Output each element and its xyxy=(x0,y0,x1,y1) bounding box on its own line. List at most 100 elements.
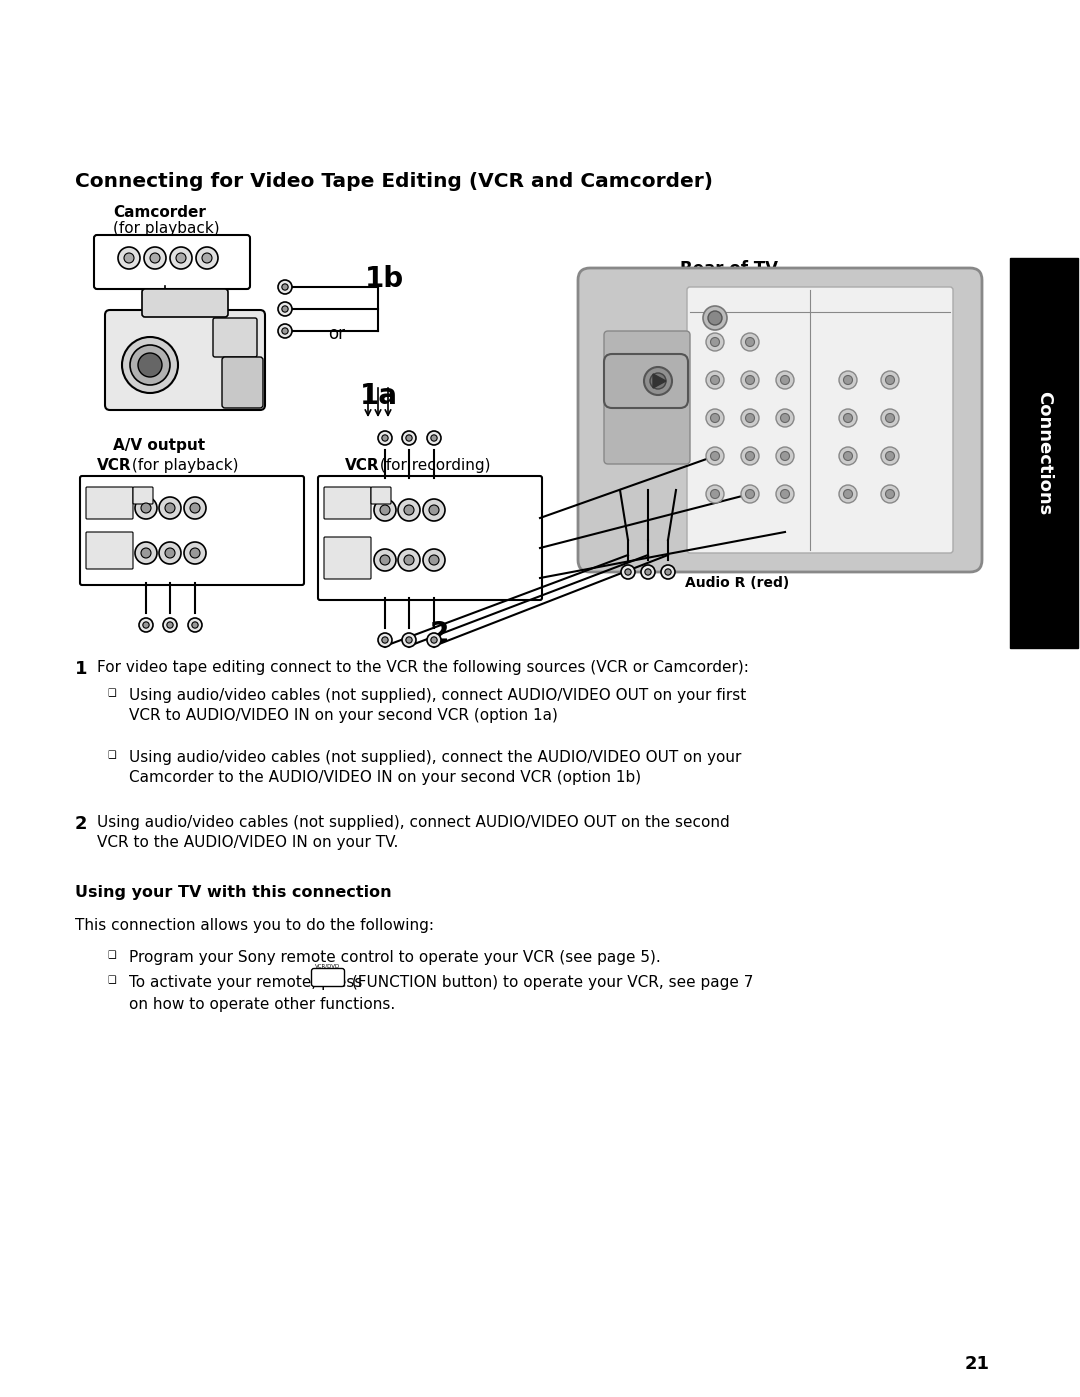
Circle shape xyxy=(135,542,157,564)
Text: Audio L (white): Audio L (white) xyxy=(685,557,805,571)
Circle shape xyxy=(711,489,719,499)
Circle shape xyxy=(159,497,181,520)
Circle shape xyxy=(399,499,420,521)
Text: LINE
OUT: LINE OUT xyxy=(327,552,338,563)
Circle shape xyxy=(406,637,413,643)
Text: LINE
OUT: LINE OUT xyxy=(89,546,100,557)
Circle shape xyxy=(708,312,723,326)
Text: R AUDIO  L/MONO  VIDEO  S VIDEO: R AUDIO L/MONO VIDEO S VIDEO xyxy=(109,271,200,277)
Text: LINE
IN: LINE IN xyxy=(135,489,144,497)
Circle shape xyxy=(139,617,153,631)
Text: VIDEO IN: VIDEO IN xyxy=(696,295,719,300)
Circle shape xyxy=(159,542,181,564)
Circle shape xyxy=(711,338,719,346)
Circle shape xyxy=(741,485,759,503)
Text: Using audio/video cables (not supplied), connect AUDIO/VIDEO OUT on your first
V: Using audio/video cables (not supplied),… xyxy=(129,687,746,722)
Circle shape xyxy=(122,337,178,393)
Circle shape xyxy=(431,637,437,643)
Circle shape xyxy=(745,489,755,499)
Text: VCR: VCR xyxy=(97,458,132,474)
Circle shape xyxy=(184,542,206,564)
Text: This connection allows you to do the following:: This connection allows you to do the fol… xyxy=(75,918,434,933)
Circle shape xyxy=(423,549,445,571)
Circle shape xyxy=(839,372,858,388)
FancyBboxPatch shape xyxy=(324,488,372,520)
Circle shape xyxy=(665,569,671,576)
Text: 2: 2 xyxy=(728,305,731,310)
Circle shape xyxy=(777,372,794,388)
Circle shape xyxy=(429,555,438,564)
Text: LINE
IN: LINE IN xyxy=(373,489,382,497)
Text: 21: 21 xyxy=(966,1355,990,1373)
FancyBboxPatch shape xyxy=(141,289,228,317)
Text: Using audio/video cables (not supplied), connect the AUDIO/VIDEO OUT on your
Cam: Using audio/video cables (not supplied),… xyxy=(129,750,741,785)
Polygon shape xyxy=(653,374,666,388)
Circle shape xyxy=(777,447,794,465)
Circle shape xyxy=(839,485,858,503)
Circle shape xyxy=(625,569,631,576)
Text: IN: IN xyxy=(89,497,94,502)
Text: AUDIO R AUDIO L  VIDEO: AUDIO R AUDIO L VIDEO xyxy=(137,483,205,489)
Text: Connecting for Video Tape Editing (VCR and Camcorder): Connecting for Video Tape Editing (VCR a… xyxy=(75,172,713,191)
Circle shape xyxy=(141,548,151,557)
Circle shape xyxy=(703,306,727,330)
Text: (FUNCTION button) to operate your VCR, see page 7: (FUNCTION button) to operate your VCR, s… xyxy=(347,975,754,990)
Circle shape xyxy=(706,372,724,388)
Circle shape xyxy=(378,633,392,647)
Circle shape xyxy=(745,414,755,422)
Circle shape xyxy=(843,489,852,499)
Circle shape xyxy=(644,367,672,395)
Text: 1: 1 xyxy=(696,351,699,355)
Text: ❑: ❑ xyxy=(107,750,116,760)
Circle shape xyxy=(190,548,200,557)
Circle shape xyxy=(777,485,794,503)
Text: 1b: 1b xyxy=(365,265,404,293)
Text: ❑: ❑ xyxy=(107,975,116,985)
Text: Audio R (red): Audio R (red) xyxy=(685,576,789,590)
Circle shape xyxy=(402,633,416,647)
FancyBboxPatch shape xyxy=(86,488,133,520)
Circle shape xyxy=(843,414,852,422)
Text: A/V output: A/V output xyxy=(113,439,205,453)
Circle shape xyxy=(843,376,852,384)
Bar xyxy=(1010,258,1078,648)
Circle shape xyxy=(406,434,413,441)
Circle shape xyxy=(282,306,288,312)
Circle shape xyxy=(135,497,157,520)
FancyBboxPatch shape xyxy=(372,488,391,504)
Circle shape xyxy=(278,324,292,338)
Circle shape xyxy=(282,328,288,334)
Circle shape xyxy=(741,332,759,351)
FancyBboxPatch shape xyxy=(604,331,690,464)
Circle shape xyxy=(431,434,437,441)
Circle shape xyxy=(144,247,166,270)
Circle shape xyxy=(781,489,789,499)
FancyBboxPatch shape xyxy=(324,536,372,578)
Circle shape xyxy=(165,503,175,513)
Circle shape xyxy=(886,489,894,499)
Text: (for playback): (for playback) xyxy=(127,458,239,474)
FancyBboxPatch shape xyxy=(604,353,688,408)
Circle shape xyxy=(839,409,858,427)
Text: Using audio/video cables (not supplied), connect AUDIO/VIDEO OUT on the second
V: Using audio/video cables (not supplied),… xyxy=(97,814,730,849)
Text: 2: 2 xyxy=(430,620,449,648)
Text: Program your Sony remote control to operate your VCR (see page 5).: Program your Sony remote control to oper… xyxy=(129,950,661,965)
Text: VCR: VCR xyxy=(345,458,380,474)
Text: ❑: ❑ xyxy=(107,950,116,960)
FancyBboxPatch shape xyxy=(311,968,345,986)
Circle shape xyxy=(124,253,134,263)
FancyBboxPatch shape xyxy=(86,532,133,569)
Circle shape xyxy=(118,247,140,270)
Circle shape xyxy=(404,555,414,564)
Text: 1: 1 xyxy=(75,659,87,678)
Circle shape xyxy=(642,564,654,578)
Circle shape xyxy=(711,376,719,384)
FancyBboxPatch shape xyxy=(105,310,265,409)
Circle shape xyxy=(143,622,149,629)
Circle shape xyxy=(881,409,899,427)
Circle shape xyxy=(165,548,175,557)
Circle shape xyxy=(711,451,719,461)
Circle shape xyxy=(176,253,186,263)
Circle shape xyxy=(781,414,789,422)
Circle shape xyxy=(399,549,420,571)
